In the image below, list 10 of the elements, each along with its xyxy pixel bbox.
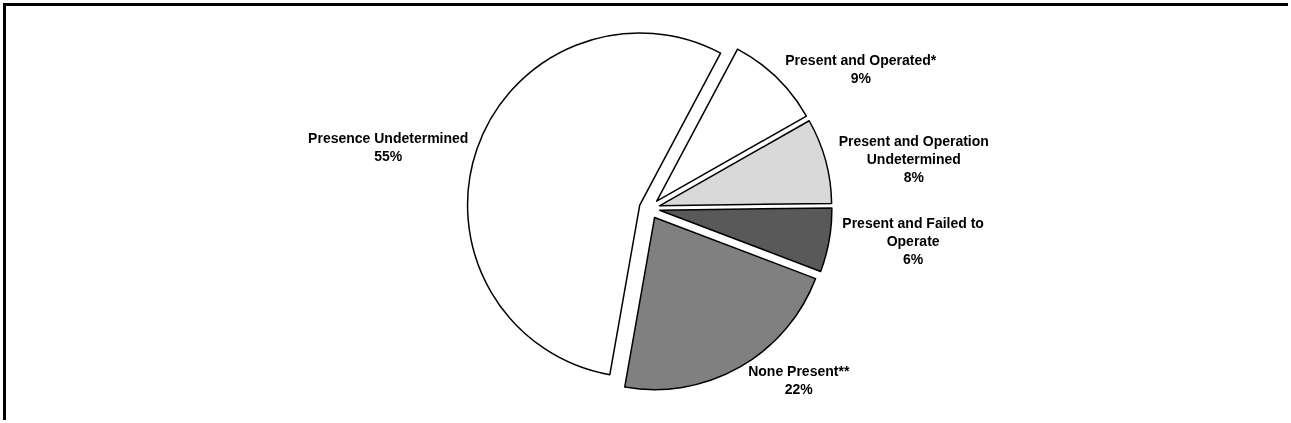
data-label: 55% [374,148,403,165]
slice-label: Present and Operated* [785,51,937,68]
slice-label: Present and Failed to Operate [842,214,984,249]
data-label: 9% [850,69,872,86]
data-label: 22% [784,381,814,398]
slice-label: Present and Operation Undetermined [838,132,989,167]
data-label: 6% [903,251,924,268]
slice-label: None Present** [748,363,850,380]
data-label: 8% [903,169,925,186]
slice-label: Presence Undetermined [308,130,469,147]
